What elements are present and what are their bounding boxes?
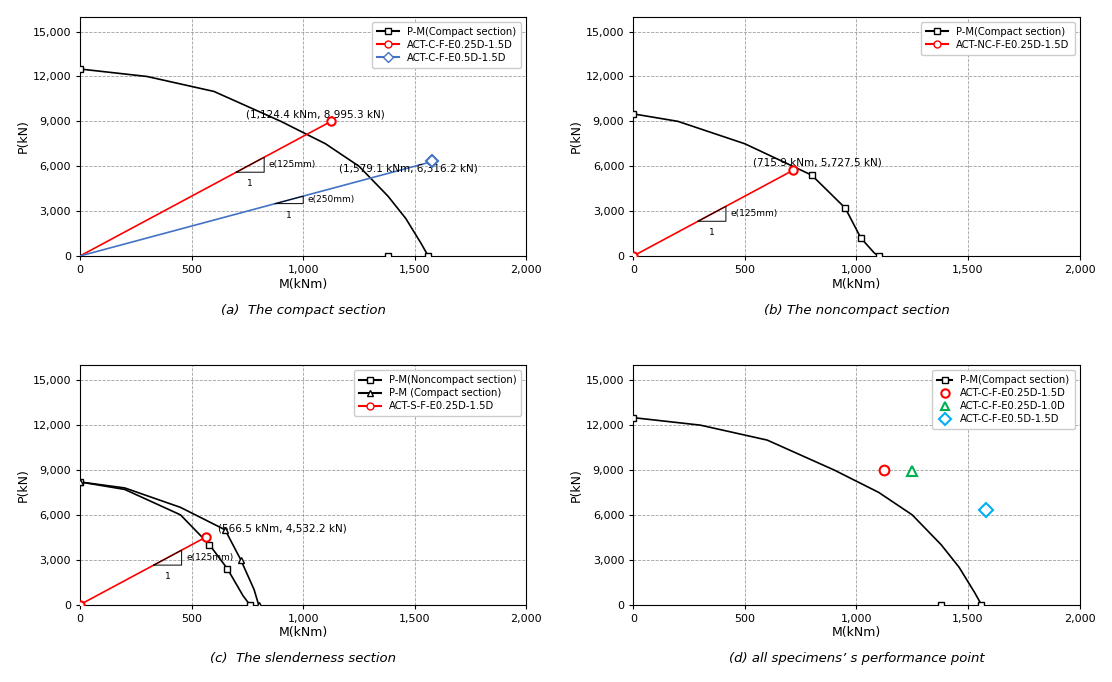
Text: (715.9 kNm, 5,727.5 kN): (715.9 kNm, 5,727.5 kN) [753,157,882,167]
Y-axis label: P(kN): P(kN) [569,119,583,153]
Y-axis label: P(kN): P(kN) [17,468,30,502]
Text: e(125mm): e(125mm) [731,209,777,218]
Text: e(125mm): e(125mm) [186,553,234,562]
Text: (1,124.4 kNm, 8,995.3 kN): (1,124.4 kNm, 8,995.3 kN) [246,110,385,119]
Legend: P-M(Noncompact section), P-M (Compact section), ACT-S-F-E0.25D-1.5D: P-M(Noncompact section), P-M (Compact se… [354,370,522,416]
Text: 1: 1 [287,211,292,220]
Text: (a)  The compact section: (a) The compact section [221,303,386,317]
Y-axis label: P(kN): P(kN) [17,119,30,153]
X-axis label: M(kNm): M(kNm) [832,278,881,291]
X-axis label: M(kNm): M(kNm) [279,626,328,640]
Text: e(250mm): e(250mm) [308,195,355,205]
Text: (d) all specimens’ s performance point: (d) all specimens’ s performance point [728,653,984,666]
Legend: P-M(Compact section), ACT-NC-F-E0.25D-1.5D: P-M(Compact section), ACT-NC-F-E0.25D-1.… [921,22,1074,55]
Text: 1: 1 [247,179,254,188]
Text: (566.5 kNm, 4,532.2 kN): (566.5 kNm, 4,532.2 kN) [218,524,347,533]
Legend: P-M(Compact section), ACT-C-F-E0.25D-1.5D, ACT-C-F-E0.25D-1.0D, ACT-C-F-E0.5D-1.: P-M(Compact section), ACT-C-F-E0.25D-1.5… [932,370,1074,429]
Text: (c)  The slenderness section: (c) The slenderness section [210,653,396,666]
Legend: P-M(Compact section), ACT-C-F-E0.25D-1.5D, ACT-C-F-E0.5D-1.5D: P-M(Compact section), ACT-C-F-E0.25D-1.5… [373,22,522,68]
Text: 1: 1 [709,228,715,237]
X-axis label: M(kNm): M(kNm) [832,626,881,640]
X-axis label: M(kNm): M(kNm) [279,278,328,291]
Text: e(125mm): e(125mm) [269,160,316,169]
Text: (b) The noncompact section: (b) The noncompact section [764,303,950,317]
Text: (1,579.1 kNm, 6,316.2 kN): (1,579.1 kNm, 6,316.2 kN) [339,164,477,174]
Y-axis label: P(kN): P(kN) [569,468,583,502]
Text: 1: 1 [165,572,170,581]
